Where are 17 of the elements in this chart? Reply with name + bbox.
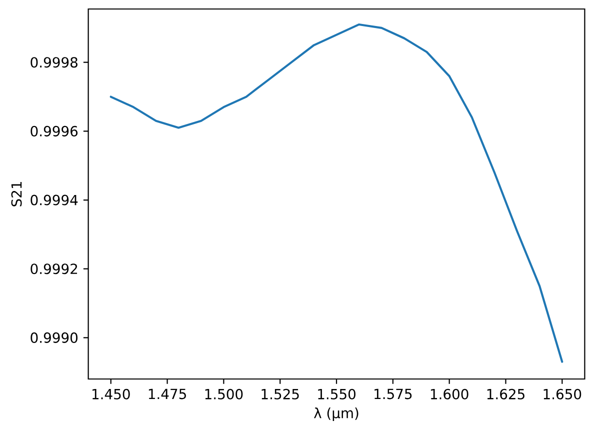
x-tick-label: 1.475 (148, 388, 186, 400)
x-tick-label: 1.450 (92, 388, 130, 400)
x-tick-label: 1.525 (262, 388, 299, 400)
y-axis-title: S21 (11, 182, 22, 206)
x-axis-title: λ (μm) (314, 408, 358, 421)
y-tick-label: 0.9998 (30, 57, 78, 68)
x-tick-label: 1.575 (374, 388, 412, 400)
x-tick-label: 1.625 (487, 388, 524, 400)
x-tick-label: 1.650 (544, 388, 582, 400)
y-tick-label: 0.9992 (30, 264, 78, 274)
y-tick-label: 0.9994 (30, 194, 78, 206)
x-tick-label: 1.550 (318, 388, 356, 400)
x-tick-label: 1.500 (205, 388, 243, 400)
x-tick-label: 1.600 (430, 388, 468, 400)
line-series (110, 23, 564, 363)
y-tick-label: 0.9996 (30, 126, 78, 136)
y-tick-label: 0.9990 (30, 332, 78, 343)
